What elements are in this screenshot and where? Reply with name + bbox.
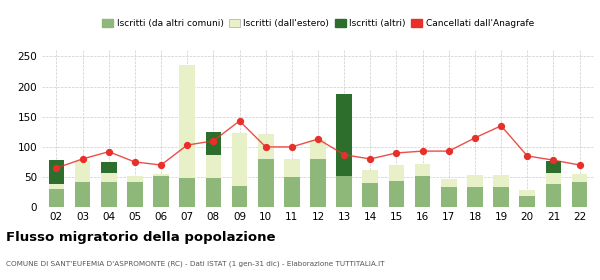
Bar [153,174,169,176]
Bar [49,160,64,184]
Point [340,153,349,157]
Bar [337,176,352,207]
Bar [179,65,195,178]
Bar [258,159,274,207]
Bar [520,190,535,196]
Bar [127,182,143,207]
Bar [127,176,143,182]
Point [78,157,88,161]
Bar [441,179,457,187]
Bar [545,173,561,184]
Point [575,163,584,167]
Bar [284,177,299,207]
Point [365,157,375,161]
Bar [493,187,509,207]
Bar [415,164,430,176]
Bar [337,94,352,176]
Bar [206,132,221,155]
Bar [467,187,483,207]
Bar [75,182,91,207]
Point [470,136,480,140]
Bar [415,176,430,207]
Point [52,166,61,170]
Bar [153,176,169,207]
Text: Flusso migratorio della popolazione: Flusso migratorio della popolazione [6,231,275,244]
Bar [467,175,483,187]
Bar [520,196,535,207]
Point [182,143,192,147]
Point [392,151,401,155]
Point [496,123,506,128]
Point [523,154,532,158]
Bar [49,184,64,189]
Bar [179,178,195,207]
Point [156,163,166,167]
Bar [310,140,326,159]
Bar [572,174,587,182]
Bar [362,170,378,183]
Bar [101,173,116,182]
Legend: Iscritti (da altri comuni), Iscritti (dall'estero), Iscritti (altri), Cancellati: Iscritti (da altri comuni), Iscritti (da… [98,16,538,32]
Bar [206,178,221,207]
Point [418,149,427,153]
Point [104,150,113,154]
Bar [545,161,561,173]
Bar [572,182,587,207]
Bar [232,133,247,186]
Bar [545,184,561,207]
Bar [389,165,404,181]
Point [548,158,558,162]
Bar [49,189,64,207]
Point [235,119,244,123]
Bar [389,181,404,207]
Point [130,160,140,164]
Point [313,137,323,141]
Text: COMUNE DI SANT'EUFEMIA D'ASPROMONTE (RC) - Dati ISTAT (1 gen-31 dic) - Elaborazi: COMUNE DI SANT'EUFEMIA D'ASPROMONTE (RC)… [6,261,385,267]
Bar [493,175,509,187]
Point [209,139,218,143]
Bar [206,155,221,178]
Bar [310,159,326,207]
Point [287,145,296,149]
Point [261,145,271,149]
Bar [75,161,91,182]
Bar [232,186,247,207]
Bar [441,187,457,207]
Bar [101,182,116,207]
Bar [258,134,274,159]
Bar [362,183,378,207]
Point [444,149,454,153]
Bar [101,162,116,173]
Bar [284,159,299,177]
